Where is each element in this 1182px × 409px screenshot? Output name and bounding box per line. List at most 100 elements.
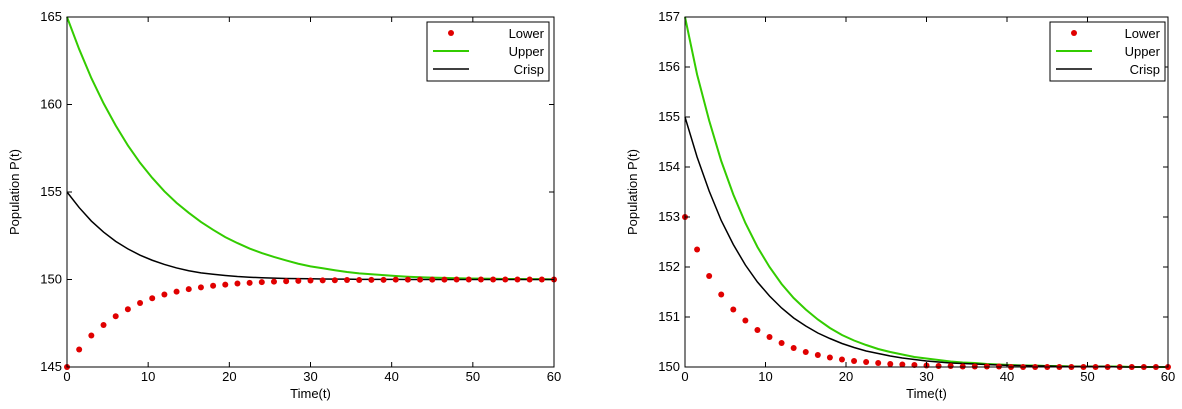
x-tick-label: 60 [1161,369,1175,384]
series-lower-point [392,276,399,283]
series-lower-point [112,313,119,320]
series-lower-point [754,327,761,333]
series-lower-point [319,277,326,284]
series-lower-point [246,279,253,286]
series-lower-point [826,354,833,361]
x-tick-label: 30 [919,369,933,384]
x-tick-label: 0 [681,369,688,384]
series-lower-point [706,273,713,279]
x-axis-label: Time(t) [906,386,947,401]
series-lower-point [730,306,737,313]
series-lower-point [295,277,302,284]
chart-right: 0 10 20 30 40 50 60 150 151 152 153 154 155 156 157 Tim… [625,9,1175,401]
series-lower-point [766,334,773,340]
series-lower-point [465,276,472,283]
series-lower-point [161,291,168,298]
series-lower-point [694,246,701,253]
series-lower-point [718,291,725,298]
y-tick-label: 151 [658,309,680,324]
y-tick-label: 150 [658,359,680,374]
legend-label-upper: Upper [509,44,545,59]
series-lower-point [234,280,241,287]
legend-label-crisp: Crisp [514,62,544,77]
x-tick-label: 10 [141,369,155,384]
series-lower-point [88,332,95,339]
series-lower-point [514,276,521,283]
series-lower-point [210,282,217,289]
legend-marker-lower [448,30,454,36]
legend-label-crisp: Crisp [1130,62,1160,77]
series-lower-point [778,340,785,346]
series-lower-point [100,322,107,328]
series-upper-line [66,16,555,281]
series-lower-point [380,276,387,283]
x-tick-label: 20 [839,369,853,384]
x-tick-label: 50 [466,369,480,384]
legend: Lower Upper Crisp [1049,21,1166,82]
x-tick-label: 30 [303,369,317,384]
y-tick-label: 155 [40,184,62,199]
series-lower-point [814,352,821,358]
series-lower-point [538,276,545,283]
series-lower-point [185,286,192,293]
y-tick-label: 165 [40,9,62,24]
series-lower-point [417,276,424,283]
x-axis-label: Time(t) [290,386,331,401]
y-tick-label: 153 [658,209,680,224]
series-lower-point [935,363,942,369]
series-lower-point [197,284,204,291]
series-lower-point [947,363,954,369]
x-tick-label: 40 [384,369,398,384]
series-lower-point [790,345,797,351]
series-lower-point [429,276,436,283]
series-lower-point [441,276,448,283]
series-lower-point [331,277,338,284]
series-lower-point [851,358,858,364]
series-lower-point [802,349,809,355]
y-tick-label: 155 [658,109,680,124]
series-lower-point [283,278,290,285]
series-lower-point [149,295,156,302]
legend-marker-lower [1071,30,1077,36]
y-tick-label: 160 [40,97,62,112]
y-tick-label: 152 [658,259,680,274]
x-tick-label: 10 [758,369,772,384]
legend-label-lower: Lower [509,26,545,41]
series-lower-point [137,299,144,306]
y-tick-label: 154 [658,159,680,174]
legend: Lower Upper Crisp [426,21,550,82]
series-lower-point [502,276,509,283]
x-tick-label: 20 [222,369,236,384]
series-lower-point [124,306,131,313]
series-lower-point [76,346,83,353]
series-lower-point [307,277,314,284]
y-tick-label: 157 [658,9,680,24]
y-tick-label: 150 [40,272,62,287]
series-lower-point [258,279,265,286]
series-lower-point [344,277,351,284]
legend-label-lower: Lower [1125,26,1161,41]
series-lower-point [526,276,533,283]
series-lower-point [404,276,411,283]
series-lower-point [863,359,870,365]
series-lower-point [368,276,375,283]
x-tick-label: 0 [63,369,70,384]
series-lower-point [875,360,882,366]
y-axis-label: Population P(t) [7,149,22,235]
series-lower-point [899,361,906,368]
series-lower-point [173,288,180,295]
legend-label-upper: Upper [1125,44,1161,59]
chart-left: 0 10 20 30 40 50 60 145 150 155 160 165 Time(t) Popul… [7,9,561,401]
series-lower-point [356,277,363,284]
y-tick-label: 156 [658,59,680,74]
series-lower-point [838,356,845,363]
x-tick-label: 60 [547,369,561,384]
series-lower-point [742,317,749,324]
series-lower-point [453,276,460,283]
y-tick-label: 145 [40,359,62,374]
series-lower-point [270,278,277,285]
series-lower-point [490,276,497,283]
series-lower-point [887,361,894,367]
series-lower-point [477,276,484,283]
